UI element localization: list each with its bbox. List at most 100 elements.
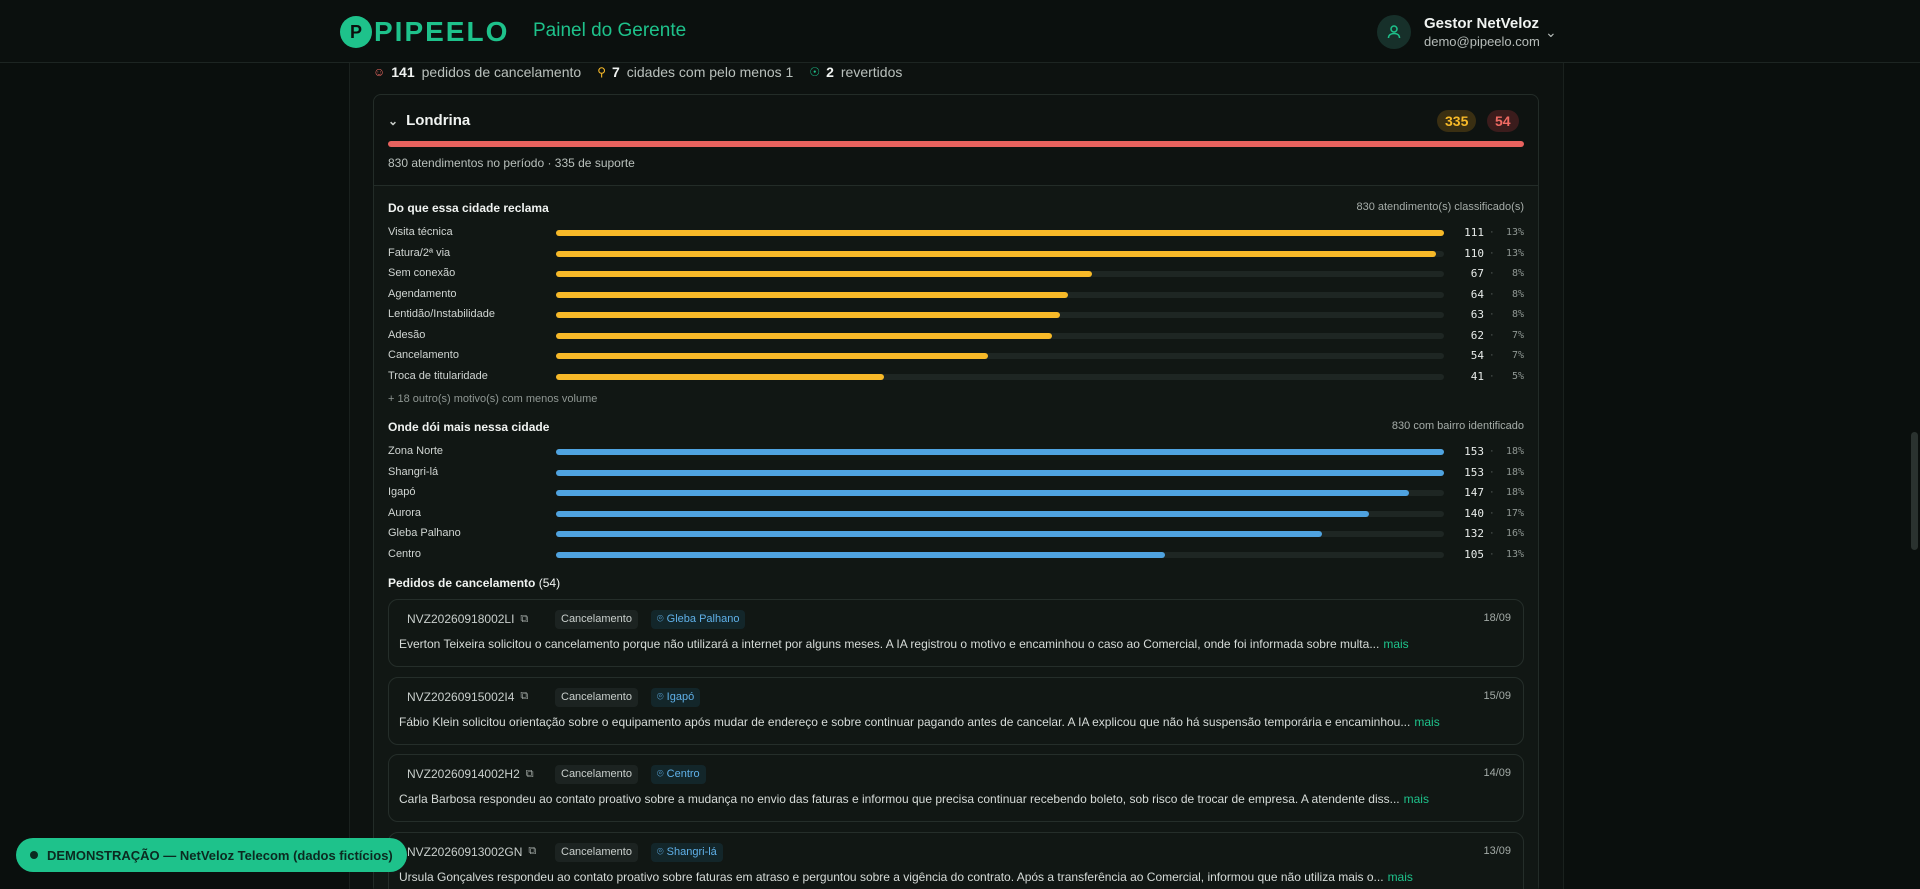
ticket-summary: Carla Barbosa respondeu ao contato proat… xyxy=(399,792,1429,806)
ticket-summary-text: Ursula Gonçalves respondeu ao contato pr… xyxy=(399,869,1384,884)
row-pct: 16% xyxy=(1505,528,1524,539)
ticket-id-link[interactable]: NVZ20260918002LI ⧉ xyxy=(407,612,528,626)
ticket-location-tag: ⌾ Gleba Palhano xyxy=(651,610,746,629)
pedidos-count-label: (54) xyxy=(538,576,561,590)
bar-fill xyxy=(556,551,1166,558)
bar-track xyxy=(556,490,1444,496)
row-count: 64 xyxy=(1470,287,1484,301)
row-separator: · xyxy=(1490,267,1494,279)
row-separator: · xyxy=(1490,246,1494,259)
row-count: 62 xyxy=(1470,328,1484,342)
ticket-type-tag: Cancelamento xyxy=(555,765,638,784)
cidades-label: cidades com pelo menos 1 xyxy=(626,64,794,80)
user-icon xyxy=(1387,25,1401,39)
ticket-id[interactable]: NVZ20260914002H2 xyxy=(407,767,520,781)
bar-fill xyxy=(556,353,988,359)
row-pct: 8% xyxy=(1511,268,1524,279)
ticket-id-link[interactable]: NVZ20260913002GN ⧉ xyxy=(407,845,536,859)
bar-track xyxy=(556,271,1444,277)
bar-track xyxy=(556,250,1444,257)
external-link-icon[interactable]: ⧉ xyxy=(520,690,529,702)
row-pct: 18% xyxy=(1505,487,1524,498)
pedidos-title: Pedidos de cancelamento (54) xyxy=(388,576,560,590)
pedidos-count: 141 xyxy=(391,64,415,80)
panel-title: Painel do Gerente xyxy=(533,20,687,41)
ticket-summary: Ursula Gonçalves respondeu ao contato pr… xyxy=(399,870,1413,884)
row-pct: 17% xyxy=(1505,507,1524,519)
bar-track xyxy=(556,531,1444,537)
bar-fill xyxy=(556,449,1444,455)
scrollbar-thumb[interactable] xyxy=(1911,432,1918,550)
summary-bar: ☺ 141 pedidos de cancelamento ⚲ 7 cidade… xyxy=(373,63,918,81)
external-link-icon[interactable]: ⧉ xyxy=(525,767,534,780)
external-link-icon[interactable]: ⧉ xyxy=(520,612,529,625)
ticket-id[interactable]: NVZ20260913002GN xyxy=(407,844,523,859)
ticket-id-link[interactable]: NVZ20260914002H2 ⧉ xyxy=(407,767,534,781)
ticket-card[interactable]: NVZ20260918002LI ⧉ Cancelamento ⌾ Gleba Pal… xyxy=(388,599,1524,667)
summary-pedidos: ☺ 141 pedidos de cancelamento xyxy=(373,64,581,80)
user-name[interactable]: Gestor NetVeloz xyxy=(1424,15,1540,32)
bar-track xyxy=(556,230,1444,236)
user-minus-icon: ☺ xyxy=(373,65,386,79)
row-count: 153 xyxy=(1464,445,1484,458)
user-avatar[interactable] xyxy=(1377,15,1411,49)
row-pct: 7% xyxy=(1511,350,1524,361)
row-count: 153 xyxy=(1464,465,1484,479)
row-separator: · xyxy=(1490,369,1494,382)
pedidos-label: pedidos de cancelamento xyxy=(421,64,582,80)
ticket-type-tag: Cancelamento xyxy=(555,842,638,862)
row-count: 54 xyxy=(1470,349,1484,362)
revertidos-label: revertidos xyxy=(840,64,903,80)
row-pct: 13% xyxy=(1505,247,1524,259)
status-dot-icon xyxy=(30,851,38,859)
row-label: Visita técnica xyxy=(388,226,453,238)
ticket-date: 18/09 xyxy=(1483,612,1511,624)
ticket-card[interactable]: NVZ20260914002H2 ⧉ Cancelamento ⌾ Centro 14/… xyxy=(388,754,1524,822)
chevron-down-icon[interactable]: ⌄ xyxy=(388,113,399,128)
bar-track xyxy=(556,449,1444,455)
more-motivos: + 18 outro(s) motivo(s) com menos volume xyxy=(388,393,598,405)
ticket-card[interactable]: NVZ20260913002GN ⧉ Cancelamento ⌾ Shangri-l… xyxy=(388,831,1524,889)
more-link[interactable]: mais xyxy=(1414,714,1440,729)
bar-track xyxy=(556,510,1444,517)
more-link[interactable]: mais xyxy=(1383,637,1409,651)
pipeelo-logo[interactable]: P PIPEELO xyxy=(340,14,509,50)
city-name: Londrina xyxy=(406,112,471,129)
ticket-card[interactable]: NVZ20260915002I4 ⧉ Cancelamento ⌾ Igapó 15/0… xyxy=(388,676,1524,745)
more-link[interactable]: mais xyxy=(1403,792,1429,806)
city-header[interactable]: ⌄ Londrina xyxy=(388,112,470,129)
row-separator: · xyxy=(1490,506,1494,519)
ticket-location-tag: ⌾ Shangri-lá xyxy=(651,842,723,862)
row-count: 140 xyxy=(1464,506,1484,520)
bar-fill xyxy=(556,332,1052,339)
row-count: 110 xyxy=(1464,246,1484,260)
row-separator: · xyxy=(1490,445,1494,457)
ticket-id[interactable]: NVZ20260915002I4 xyxy=(407,689,515,704)
logo-mark-icon: P xyxy=(340,16,372,48)
summary-cidades: ⚲ 7 cidades com pelo menos 1 xyxy=(597,64,793,80)
bar-track xyxy=(556,353,1444,359)
row-count: 132 xyxy=(1464,527,1484,540)
bar-fill xyxy=(556,230,1444,236)
row-separator: · xyxy=(1490,287,1494,300)
ticket-id-link[interactable]: NVZ20260915002I4 ⧉ xyxy=(407,690,528,704)
external-link-icon[interactable]: ⧉ xyxy=(528,845,537,857)
chevron-down-icon[interactable]: ⌄ xyxy=(1545,24,1557,40)
ticket-id[interactable]: NVZ20260918002LI xyxy=(407,612,515,626)
divider xyxy=(374,185,1538,186)
row-separator: · xyxy=(1490,328,1494,341)
shield-check-icon: ☉ xyxy=(809,65,821,79)
row-count: 67 xyxy=(1470,267,1484,280)
row-separator: · xyxy=(1490,486,1494,498)
row-count: 63 xyxy=(1470,308,1484,321)
row-label: Gleba Palhano xyxy=(388,527,461,539)
revertidos-count: 2 xyxy=(826,64,834,80)
bairros-note: 830 com bairro identificado xyxy=(1391,420,1524,432)
demo-banner: DEMONSTRAÇÃO — NetVeloz Telecom (dados f… xyxy=(16,838,407,872)
bar-track xyxy=(556,373,1444,380)
row-pct: 8% xyxy=(1511,309,1524,320)
row-count: 41 xyxy=(1470,369,1484,383)
row-count: 111 xyxy=(1464,226,1484,239)
row-pct: 13% xyxy=(1505,548,1524,560)
more-link[interactable]: mais xyxy=(1387,869,1413,884)
